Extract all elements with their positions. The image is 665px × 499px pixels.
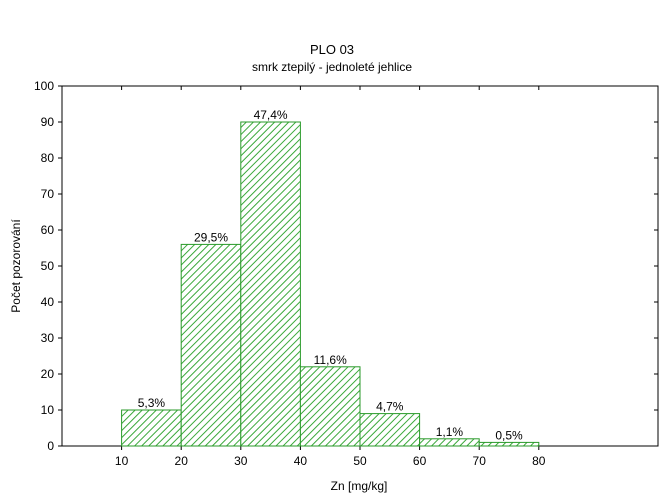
bar-percent-label: 0,5%: [495, 428, 523, 442]
chart-title: PLO 03: [310, 42, 354, 57]
bar-percent-label: 1,1%: [436, 425, 464, 439]
x-tick-label: 40: [294, 454, 308, 468]
y-tick-label: 100: [34, 79, 54, 93]
y-tick-label: 30: [41, 331, 55, 345]
x-tick-label: 30: [234, 454, 248, 468]
histogram-bar: [419, 438, 480, 447]
x-tick-label: 60: [413, 454, 427, 468]
bar-percent-label: 47,4%: [254, 108, 288, 122]
y-tick-label: 50: [41, 259, 55, 273]
histogram-bar: [299, 366, 361, 447]
bar-percent-label: 11,6%: [314, 353, 347, 367]
x-tick-label: 80: [532, 454, 546, 468]
plot-area: 0 10 20 30 40 50 60 70 80 90 100 10 20 30 40 50 60 70 80 5,…: [34, 79, 659, 468]
histogram-bar: [121, 409, 182, 447]
x-axis-label: Zn [mg/kg]: [331, 479, 388, 493]
y-tick-label: 70: [41, 187, 55, 201]
y-tick-label: 20: [41, 367, 55, 381]
y-tick-label: 90: [41, 115, 55, 129]
x-tick-label: 50: [353, 454, 367, 468]
y-tick-label: 80: [41, 151, 55, 165]
y-tick-label: 10: [41, 403, 55, 417]
histogram-bar: [240, 121, 301, 447]
y-tick-label: 60: [41, 223, 55, 237]
histogram-bar: [359, 413, 421, 447]
y-tick-label: 40: [41, 295, 55, 309]
x-tick-label: 20: [175, 454, 189, 468]
x-tick-label: 70: [473, 454, 487, 468]
bar-percent-label: 4,7%: [376, 400, 404, 414]
y-axis-label: Počet pozorování: [9, 219, 23, 313]
chart-subtitle: smrk ztepilý - jednoleté jehlice: [252, 60, 412, 74]
x-tick-label: 10: [115, 454, 129, 468]
bar-percent-label: 5,3%: [138, 396, 166, 410]
bar-percent-label: 29,5%: [194, 230, 228, 244]
histogram-bar: [180, 243, 242, 447]
y-tick-label: 0: [47, 439, 54, 453]
histogram-bar: [478, 441, 540, 447]
